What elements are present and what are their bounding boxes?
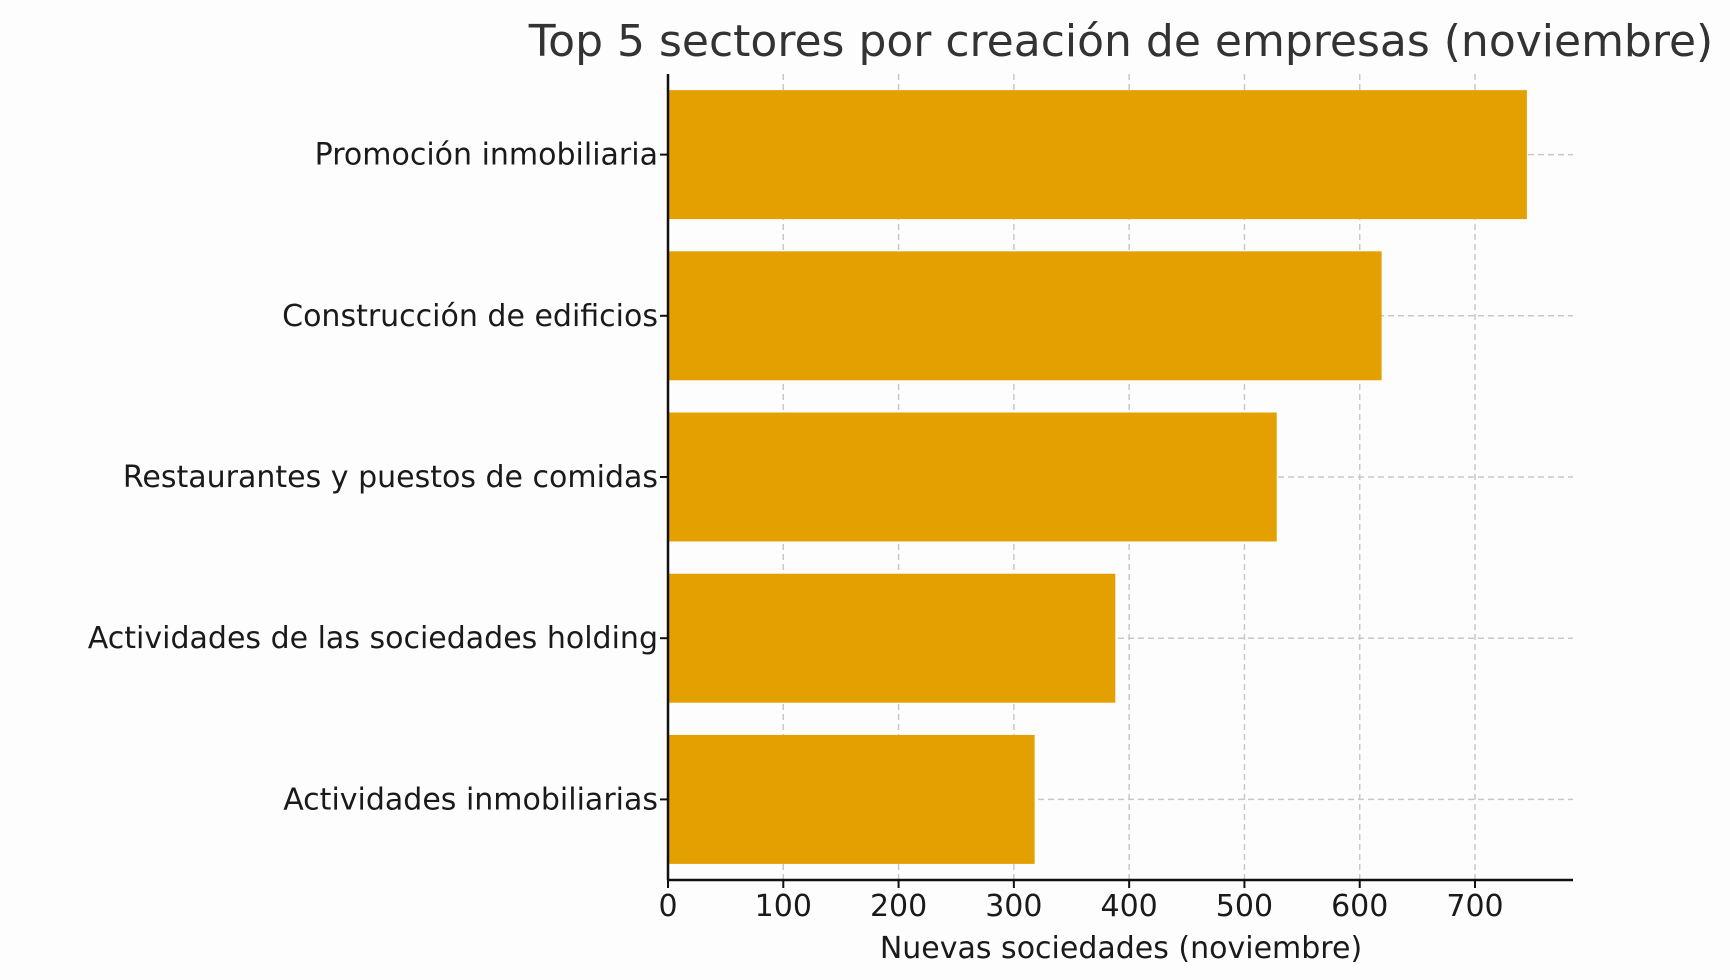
bar: [668, 412, 1277, 542]
x-tick-label: 600: [1331, 889, 1388, 924]
x-tick-label: 500: [1216, 889, 1273, 924]
chart-title: Top 5 sectores por creación de empresas …: [528, 16, 1713, 67]
axes: [660, 74, 1573, 888]
bars: [668, 90, 1527, 864]
bar: [668, 573, 1116, 703]
x-tick-label: 400: [1101, 889, 1158, 924]
y-tick-label: Restaurantes y puestos de comidas: [123, 460, 658, 495]
y-tick-label: Actividades de las sociedades holding: [88, 621, 658, 656]
x-tick-label: 100: [755, 889, 812, 924]
bar: [668, 90, 1527, 220]
bar: [668, 734, 1035, 864]
y-tick-label: Actividades inmobiliarias: [283, 782, 658, 817]
y-tick-label: Promoción inmobiliaria: [315, 138, 658, 173]
y-tick-label: Construcción de edificios: [282, 299, 658, 334]
bar: [668, 251, 1382, 381]
x-axis-label: Nuevas sociedades (noviembre): [880, 931, 1362, 966]
x-tick-label: 200: [870, 889, 927, 924]
x-tick-label: 0: [658, 889, 677, 924]
x-tick-label: 300: [985, 889, 1042, 924]
x-tick-label: 700: [1446, 889, 1503, 924]
tick-labels: 0 100 200 300 400 500 600 700 Promoción inmobili…: [88, 138, 1504, 924]
